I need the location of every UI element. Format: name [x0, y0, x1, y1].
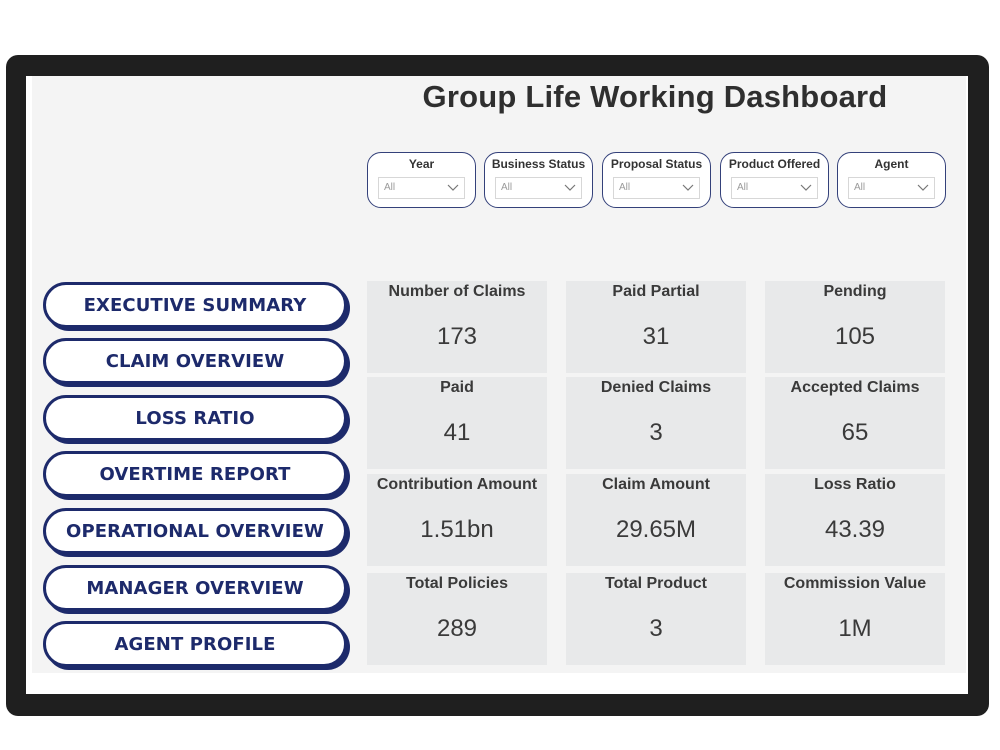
kpi-value: 289 — [436, 615, 478, 642]
kpi-label: Paid — [440, 379, 474, 396]
kpi-card-accepted-claims: Accepted Claims 65 — [765, 377, 945, 469]
slicer-dropdown[interactable]: All — [378, 177, 465, 199]
slicer-business-status[interactable]: Business Status All — [484, 152, 593, 208]
nav-operational-overview-button[interactable]: OPERATIONAL OVERVIEW — [43, 508, 347, 554]
kpi-card-loss-ratio: Loss Ratio 43.39 — [765, 474, 945, 566]
nav-agent-profile-button[interactable]: AGENT PROFILE — [43, 621, 347, 667]
chevron-down-icon — [447, 184, 459, 191]
kpi-value: 29.65M — [615, 516, 697, 543]
slicer-dropdown[interactable]: All — [848, 177, 935, 199]
slicer-label: Business Status — [491, 157, 586, 171]
kpi-card-claim-amount: Claim Amount 29.65M — [566, 474, 746, 566]
kpi-card-total-policies: Total Policies 289 — [367, 573, 547, 665]
nav-loss-ratio-button[interactable]: LOSS RATIO — [43, 395, 347, 441]
kpi-card-commission-value: Commission Value 1M — [765, 573, 945, 665]
kpi-card-total-product: Total Product 3 — [566, 573, 746, 665]
slicer-label: Year — [408, 157, 435, 171]
slicer-value: All — [737, 182, 749, 193]
slicer-product-offered[interactable]: Product Offered All — [720, 152, 829, 208]
slicer-agent[interactable]: Agent All — [837, 152, 946, 208]
slicer-value: All — [501, 182, 513, 193]
kpi-card-contribution-amount: Contribution Amount 1.51bn — [367, 474, 547, 566]
kpi-label: Paid Partial — [612, 283, 700, 300]
kpi-label: Denied Claims — [600, 379, 712, 396]
kpi-card-denied-claims: Denied Claims 3 — [566, 377, 746, 469]
kpi-value: 1M — [838, 615, 872, 642]
kpi-label: Claim Amount — [602, 476, 710, 493]
kpi-label: Total Product — [605, 575, 707, 592]
slicer-year[interactable]: Year All — [367, 152, 476, 208]
kpi-value: 173 — [436, 323, 478, 350]
kpi-value: 41 — [443, 419, 471, 446]
slicer-value: All — [854, 182, 866, 193]
slicer-label: Proposal Status — [610, 157, 703, 171]
slicer-value: All — [619, 182, 631, 193]
kpi-value: 31 — [642, 323, 670, 350]
kpi-value: 3 — [649, 419, 663, 446]
slicer-proposal-status[interactable]: Proposal Status All — [602, 152, 711, 208]
nav-claim-overview-button[interactable]: CLAIM OVERVIEW — [43, 338, 347, 384]
kpi-value: 105 — [834, 323, 876, 350]
chevron-down-icon — [917, 184, 929, 191]
kpi-value: 3 — [649, 615, 663, 642]
kpi-value: 1.51bn — [420, 516, 494, 543]
nav-executive-summary-button[interactable]: EXECUTIVE SUMMARY — [43, 282, 347, 328]
kpi-card-paid: Paid 41 — [367, 377, 547, 469]
kpi-label: Accepted Claims — [790, 379, 920, 396]
kpi-value: 43.39 — [824, 516, 886, 543]
kpi-card-pending: Pending 105 — [765, 281, 945, 373]
page-title: Group Life Working Dashboard — [422, 79, 888, 114]
slicer-dropdown[interactable]: All — [495, 177, 582, 199]
chevron-down-icon — [564, 184, 576, 191]
slicer-dropdown[interactable]: All — [731, 177, 818, 199]
chevron-down-icon — [800, 184, 812, 191]
kpi-label: Pending — [823, 283, 887, 300]
kpi-card-number-of-claims: Number of Claims 173 — [367, 281, 547, 373]
kpi-label: Number of Claims — [388, 283, 526, 300]
slicer-dropdown[interactable]: All — [613, 177, 700, 199]
slicer-label: Agent — [874, 157, 909, 171]
kpi-label: Contribution Amount — [376, 476, 538, 493]
kpi-label: Loss Ratio — [814, 476, 896, 493]
kpi-card-paid-partial: Paid Partial 31 — [566, 281, 746, 373]
slicer-label: Product Offered — [728, 157, 821, 171]
slicer-value: All — [384, 182, 396, 193]
nav-overtime-report-button[interactable]: OVERTIME REPORT — [43, 451, 347, 497]
kpi-label: Commission Value — [783, 575, 927, 592]
kpi-value: 65 — [841, 419, 869, 446]
nav-manager-overview-button[interactable]: MANAGER OVERVIEW — [43, 565, 347, 611]
chevron-down-icon — [682, 184, 694, 191]
kpi-label: Total Policies — [406, 575, 508, 592]
